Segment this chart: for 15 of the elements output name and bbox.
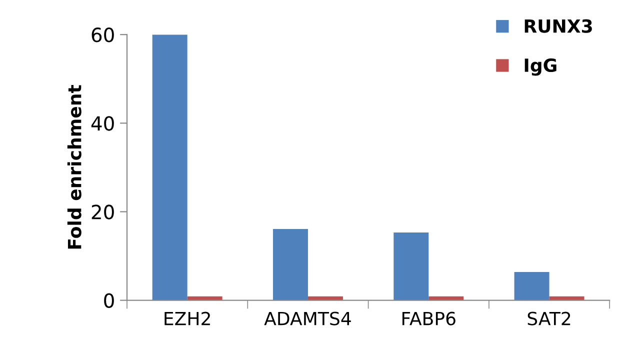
y-axis-title: Fold enrichment: [67, 85, 82, 249]
y-tick-label: 60: [92, 28, 114, 42]
x-tick-label: EZH2: [164, 312, 210, 326]
y-tick-label: 0: [104, 293, 114, 308]
legend-label: RUNX3: [524, 19, 592, 33]
x-tick-label: SAT2: [528, 312, 570, 326]
bar: [394, 232, 429, 300]
y-tick-label: 40: [91, 116, 114, 131]
legend-label: IgG: [524, 58, 556, 76]
bar: [152, 34, 188, 300]
y-tick-label: 20: [92, 204, 114, 220]
x-tick-label: ADAMTS4: [264, 312, 351, 326]
x-tick-label: FABP6: [402, 312, 456, 326]
bar: [272, 229, 308, 300]
bar: [514, 272, 550, 300]
